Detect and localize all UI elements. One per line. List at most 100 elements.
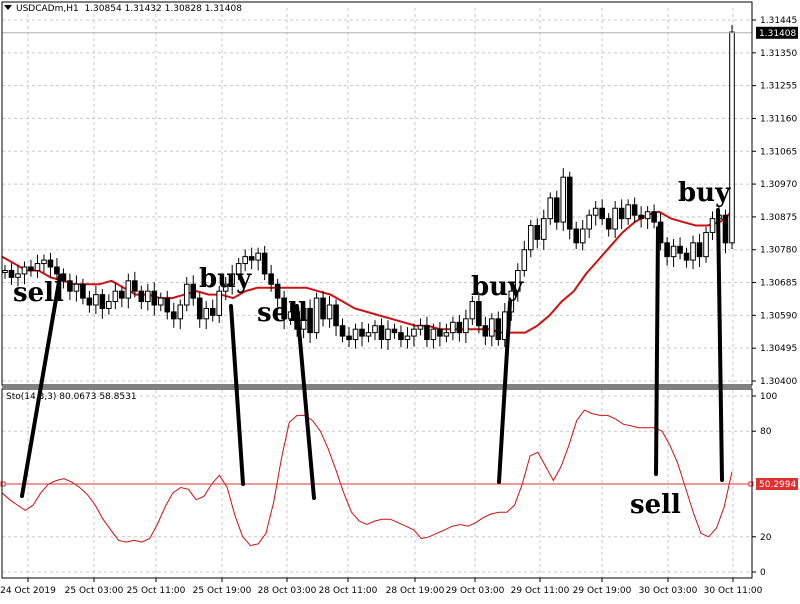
annotation-lines xyxy=(20,208,724,500)
x-tick-label: 28 Oct 11:00 xyxy=(319,586,378,596)
y-tick-label: 1.30400 xyxy=(760,377,797,387)
candle-body xyxy=(566,176,573,230)
x-tick-label: 25 Oct 03:00 xyxy=(65,586,124,596)
candle-body xyxy=(644,211,651,220)
annotation-buy-2: buy xyxy=(471,272,524,302)
candle-body xyxy=(177,304,184,320)
candle-body xyxy=(469,301,476,320)
candle-body xyxy=(398,332,404,341)
candle-body xyxy=(521,249,528,271)
y-tick-label: 1.30875 xyxy=(760,213,797,223)
candle-body xyxy=(125,280,132,299)
candle-body xyxy=(274,283,281,299)
y-tick-label: 1.30495 xyxy=(760,344,797,354)
candle-body xyxy=(183,283,190,306)
candle-body xyxy=(86,297,93,306)
candle-body xyxy=(385,328,391,341)
annotation-sell-1: sell xyxy=(13,278,64,308)
candle-body xyxy=(287,311,294,320)
candle-body xyxy=(476,301,482,327)
candle-body xyxy=(41,259,47,265)
current-price-label: 1.31408 xyxy=(759,29,796,39)
candle-body xyxy=(534,225,541,240)
stochastic-line: 50.2994 xyxy=(0,409,798,547)
candle-body xyxy=(99,294,106,309)
y-tick-label: 1.30970 xyxy=(760,180,797,190)
candle-body xyxy=(157,297,164,306)
stoch-tick-label: 0 xyxy=(760,568,766,578)
candle-body xyxy=(709,218,716,233)
signal-stroke xyxy=(497,300,512,484)
signal-stroke xyxy=(229,304,245,486)
annotation-sell-2: sell xyxy=(257,298,308,328)
x-tick-label: 29 Oct 19:00 xyxy=(573,586,632,596)
stoch-level-label: 50.2994 xyxy=(759,480,796,490)
candles xyxy=(2,24,735,350)
candle-body xyxy=(651,211,657,223)
stochastic-path xyxy=(1,409,733,547)
chevron-down-icon[interactable] xyxy=(4,5,12,10)
candle-body xyxy=(560,176,567,223)
candle-body xyxy=(456,321,463,334)
y-tick-label: 1.31160 xyxy=(760,114,797,124)
candle-body xyxy=(151,290,158,306)
y-tick-label: 1.31350 xyxy=(760,49,797,59)
annotation-sell-3: sell xyxy=(630,490,681,520)
candle-body xyxy=(514,269,521,292)
candle-body xyxy=(339,325,346,337)
x-tick-label: 25 Oct 19:00 xyxy=(193,586,252,596)
candle-body xyxy=(93,294,99,306)
candle-body xyxy=(599,207,605,220)
candle-body xyxy=(463,318,469,334)
x-tick-label: 25 Oct 11:00 xyxy=(127,586,186,596)
x-tick-label: 24 Oct 2019 xyxy=(0,586,56,596)
candle-body xyxy=(683,252,690,261)
candle-body xyxy=(307,307,313,334)
chart-header: USDCADm,H1 1.30854 1.31432 1.30828 1.314… xyxy=(4,4,242,14)
signal-stroke xyxy=(295,304,316,500)
candle-body xyxy=(300,307,307,330)
candle-body xyxy=(313,297,320,334)
stoch-level-marker-left xyxy=(0,481,6,487)
candle-body xyxy=(170,311,177,320)
x-tick-label: 30 Oct 11:00 xyxy=(704,586,763,596)
candle-body xyxy=(424,325,430,341)
signal-stroke xyxy=(20,274,62,498)
candle-body xyxy=(145,290,151,303)
candle-body xyxy=(190,283,197,299)
candle-body xyxy=(540,218,547,240)
candle-body xyxy=(47,259,54,268)
candle-body xyxy=(430,328,437,341)
candle-body xyxy=(209,307,216,316)
candle-body xyxy=(411,328,417,337)
y-tick-label: 1.31255 xyxy=(760,82,797,92)
price-axis: 1.31445 1.31350 1.31255 1.31160 1.31065 1.309… xyxy=(752,16,797,578)
candle-body xyxy=(670,245,677,258)
candle-body xyxy=(553,197,560,223)
candle-body xyxy=(547,197,554,220)
time-axis: 24 Oct 2019 25 Oct 03:00 25 Oct 11:00 25 Oc… xyxy=(0,578,763,596)
y-tick-label: 1.30685 xyxy=(760,279,797,289)
candle-body xyxy=(592,207,599,216)
candle-body xyxy=(268,273,274,285)
candle-body xyxy=(106,301,112,309)
candle-body xyxy=(573,228,580,244)
x-tick-label: 29 Oct 11:00 xyxy=(511,586,570,596)
stoch-tick-label: 80 xyxy=(760,427,772,437)
candle-body xyxy=(164,297,171,313)
y-tick-label: 1.31445 xyxy=(760,16,797,26)
candle-body xyxy=(417,325,424,330)
candle-body xyxy=(612,207,618,230)
current-price-box xyxy=(756,26,798,39)
stoch-level-marker-right xyxy=(748,481,754,487)
candle-body xyxy=(15,273,21,278)
candle-body xyxy=(138,290,145,303)
x-tick-label: 28 Oct 19:00 xyxy=(386,586,445,596)
candle-body xyxy=(677,245,683,254)
indicator-label: Sto(14,3,3) 80.0673 58.8531 xyxy=(6,392,137,402)
candle-body xyxy=(222,283,229,292)
candle-body xyxy=(703,231,709,258)
moving-average-path xyxy=(1,210,733,334)
